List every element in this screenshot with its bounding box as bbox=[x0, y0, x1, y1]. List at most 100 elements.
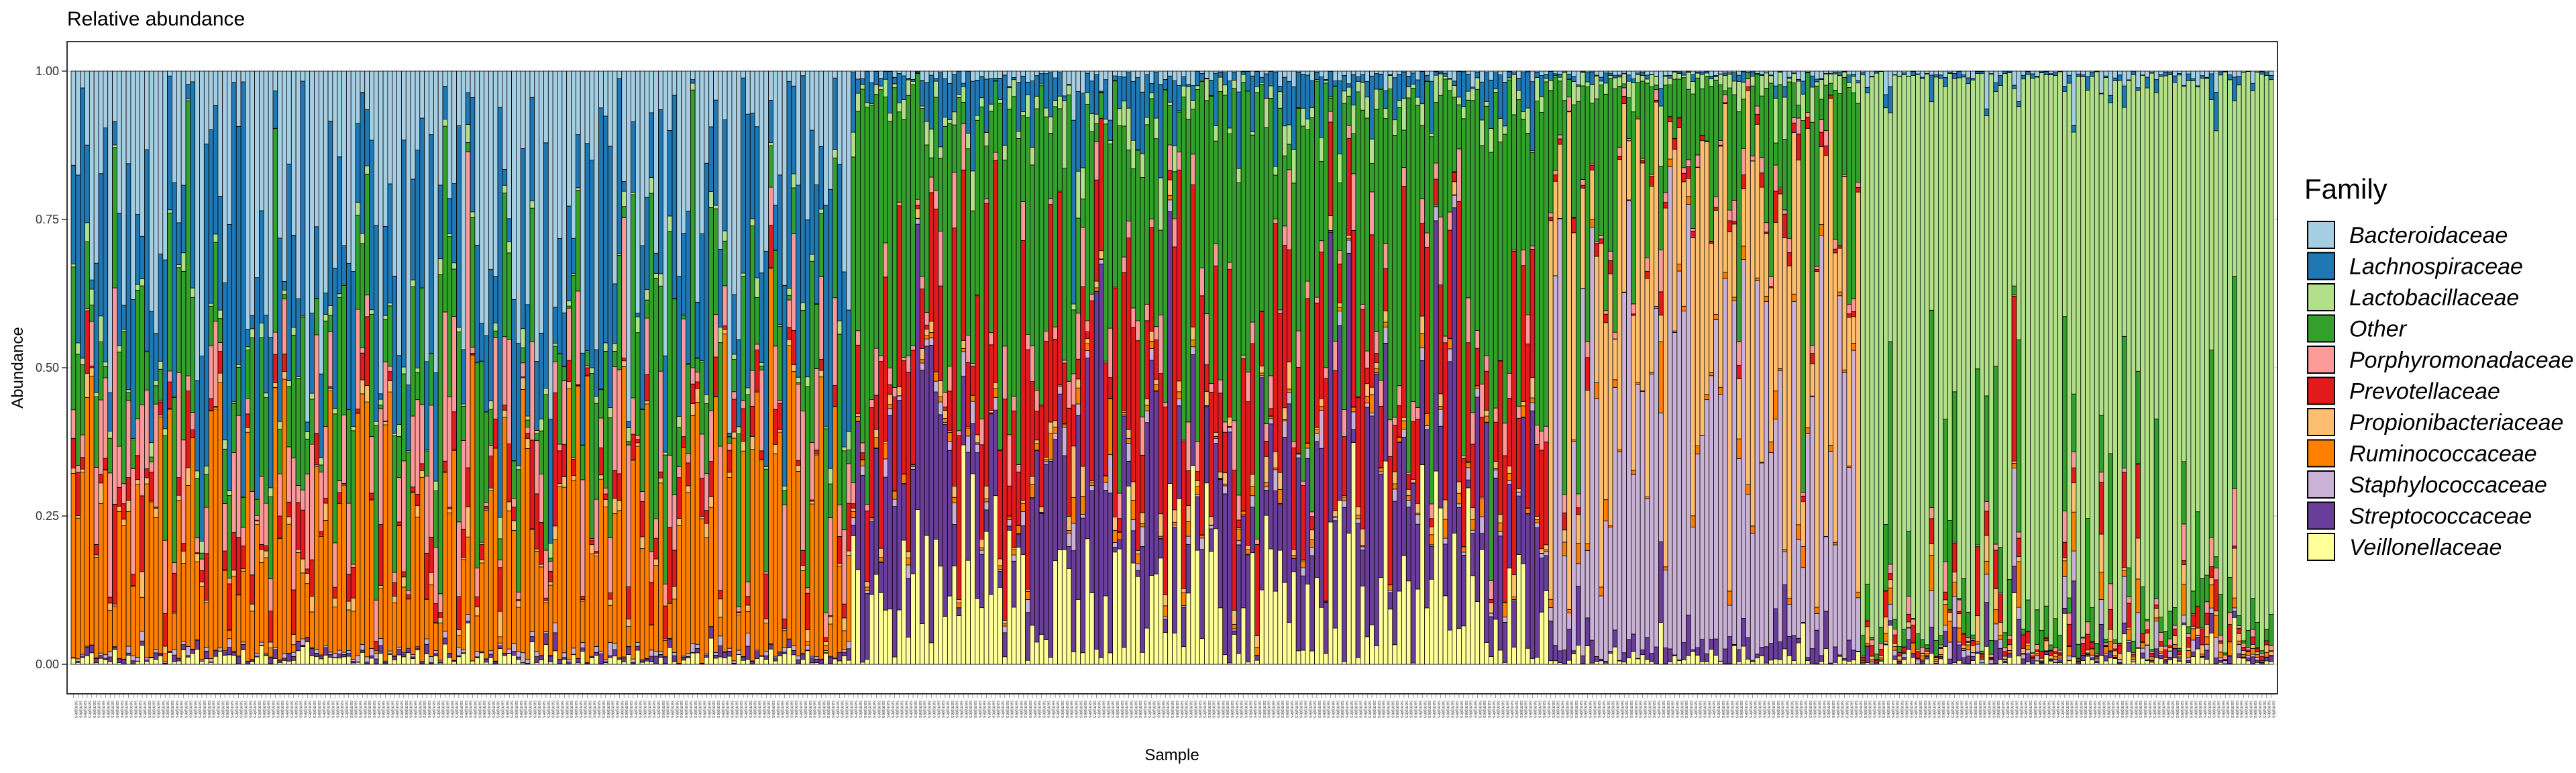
bar-segment bbox=[1690, 74, 1696, 82]
bar-segment bbox=[539, 522, 544, 565]
bar-segment bbox=[2080, 74, 2086, 77]
bar-segment bbox=[1020, 111, 1026, 116]
bar-segment bbox=[1534, 77, 1540, 101]
bar-segment bbox=[906, 79, 912, 96]
bar-segment bbox=[1419, 464, 1426, 665]
bar-segment bbox=[1805, 112, 1811, 117]
bar-segment bbox=[2145, 87, 2150, 620]
bar-segment bbox=[2021, 648, 2027, 654]
bar-segment bbox=[1273, 491, 1279, 592]
bar-segment bbox=[1020, 554, 1026, 665]
bar-segment bbox=[1493, 477, 1499, 620]
bar-segment bbox=[1782, 213, 1788, 238]
bar-segment bbox=[1020, 503, 1026, 512]
bar-segment bbox=[786, 339, 792, 346]
bar-segment bbox=[433, 491, 439, 548]
bar-segment bbox=[828, 623, 833, 657]
bar-segment bbox=[378, 524, 384, 586]
bar-segment bbox=[1552, 275, 1558, 646]
bar-segment bbox=[231, 70, 237, 83]
bar-segment bbox=[1621, 652, 1627, 663]
bar-segment bbox=[1181, 70, 1187, 77]
bar-segment bbox=[1410, 88, 1416, 402]
bar-segment bbox=[1947, 70, 1953, 73]
bar-segment bbox=[869, 519, 875, 522]
bar-segment bbox=[2085, 621, 2090, 635]
bar-segment bbox=[410, 415, 416, 488]
bar-segment bbox=[1098, 259, 1104, 264]
bar-segment bbox=[1796, 117, 1801, 135]
bar-segment bbox=[2061, 86, 2068, 92]
bar-segment bbox=[2066, 623, 2072, 646]
bar-segment bbox=[103, 127, 109, 362]
bar-segment bbox=[1268, 85, 1274, 99]
bar-segment bbox=[245, 413, 251, 428]
bar-segment bbox=[135, 661, 140, 665]
bar-segment bbox=[1213, 528, 1219, 665]
bar-segment bbox=[1424, 81, 1430, 234]
bar-segment bbox=[1828, 70, 1833, 74]
bar-segment bbox=[1048, 433, 1054, 460]
bar-segment bbox=[355, 70, 361, 124]
bar-segment bbox=[2131, 640, 2137, 653]
bar-segment bbox=[460, 440, 466, 529]
bar-segment bbox=[566, 360, 572, 382]
bar-segment bbox=[1791, 293, 1797, 302]
bar-segment bbox=[268, 648, 274, 658]
bar-segment bbox=[1626, 70, 1631, 76]
bar-segment bbox=[1287, 403, 1292, 623]
bar-segment bbox=[107, 431, 113, 439]
bar-segment bbox=[768, 648, 773, 665]
bar-segment bbox=[631, 121, 636, 193]
bar-segment bbox=[290, 660, 297, 665]
bar-segment bbox=[1300, 74, 1306, 109]
bar-segment bbox=[1309, 70, 1315, 81]
bar-segment bbox=[979, 97, 985, 107]
bar-segment bbox=[1750, 70, 1756, 72]
bar-segment bbox=[543, 70, 549, 144]
bar-segment bbox=[479, 544, 484, 560]
bar-segment bbox=[1929, 653, 1935, 665]
bar-segment bbox=[1038, 633, 1044, 665]
bar-segment bbox=[1460, 118, 1466, 456]
bar-segment bbox=[1433, 178, 1439, 205]
bar-segment bbox=[1117, 493, 1122, 519]
bar-segment bbox=[2131, 74, 2137, 641]
bar-segment bbox=[1066, 70, 1072, 85]
bar-segment bbox=[1686, 615, 1691, 656]
bar-segment bbox=[965, 452, 971, 561]
bar-segment bbox=[1768, 643, 1774, 661]
bar-segment bbox=[681, 315, 686, 319]
bar-segment bbox=[240, 497, 246, 528]
bar-segment bbox=[1906, 531, 1912, 597]
bar-segment bbox=[259, 323, 264, 338]
bar-segment bbox=[1163, 89, 1169, 403]
bar-segment bbox=[1447, 229, 1453, 339]
bar-segment bbox=[1006, 485, 1012, 517]
bar-segment bbox=[910, 70, 916, 80]
bar-segment bbox=[1796, 105, 1801, 119]
bar-segment bbox=[901, 119, 907, 358]
bar-segment bbox=[309, 648, 315, 656]
bar-segment bbox=[112, 605, 117, 648]
bar-segment bbox=[1548, 220, 1554, 600]
bar-segment bbox=[2043, 640, 2049, 652]
bar-segment bbox=[1956, 660, 1962, 665]
bar-segment bbox=[199, 70, 205, 357]
bar-segment bbox=[1612, 70, 1618, 76]
bar-segment bbox=[1676, 117, 1682, 128]
bar-segment bbox=[1277, 107, 1283, 311]
bar-segment bbox=[1961, 657, 1967, 664]
bar-segment bbox=[1947, 641, 1953, 660]
bar-segment bbox=[1360, 550, 1366, 586]
bar-segment bbox=[1369, 75, 1375, 140]
bar-segment bbox=[1911, 71, 1916, 76]
bar-segment bbox=[1998, 70, 2003, 76]
bar-segment bbox=[176, 477, 182, 496]
bar-segment bbox=[1883, 617, 1888, 634]
bar-segment bbox=[649, 661, 655, 665]
bar-segment bbox=[488, 490, 494, 652]
bar-segment bbox=[1796, 70, 1801, 80]
bar-segment bbox=[263, 503, 269, 546]
bar-segment bbox=[860, 466, 865, 476]
